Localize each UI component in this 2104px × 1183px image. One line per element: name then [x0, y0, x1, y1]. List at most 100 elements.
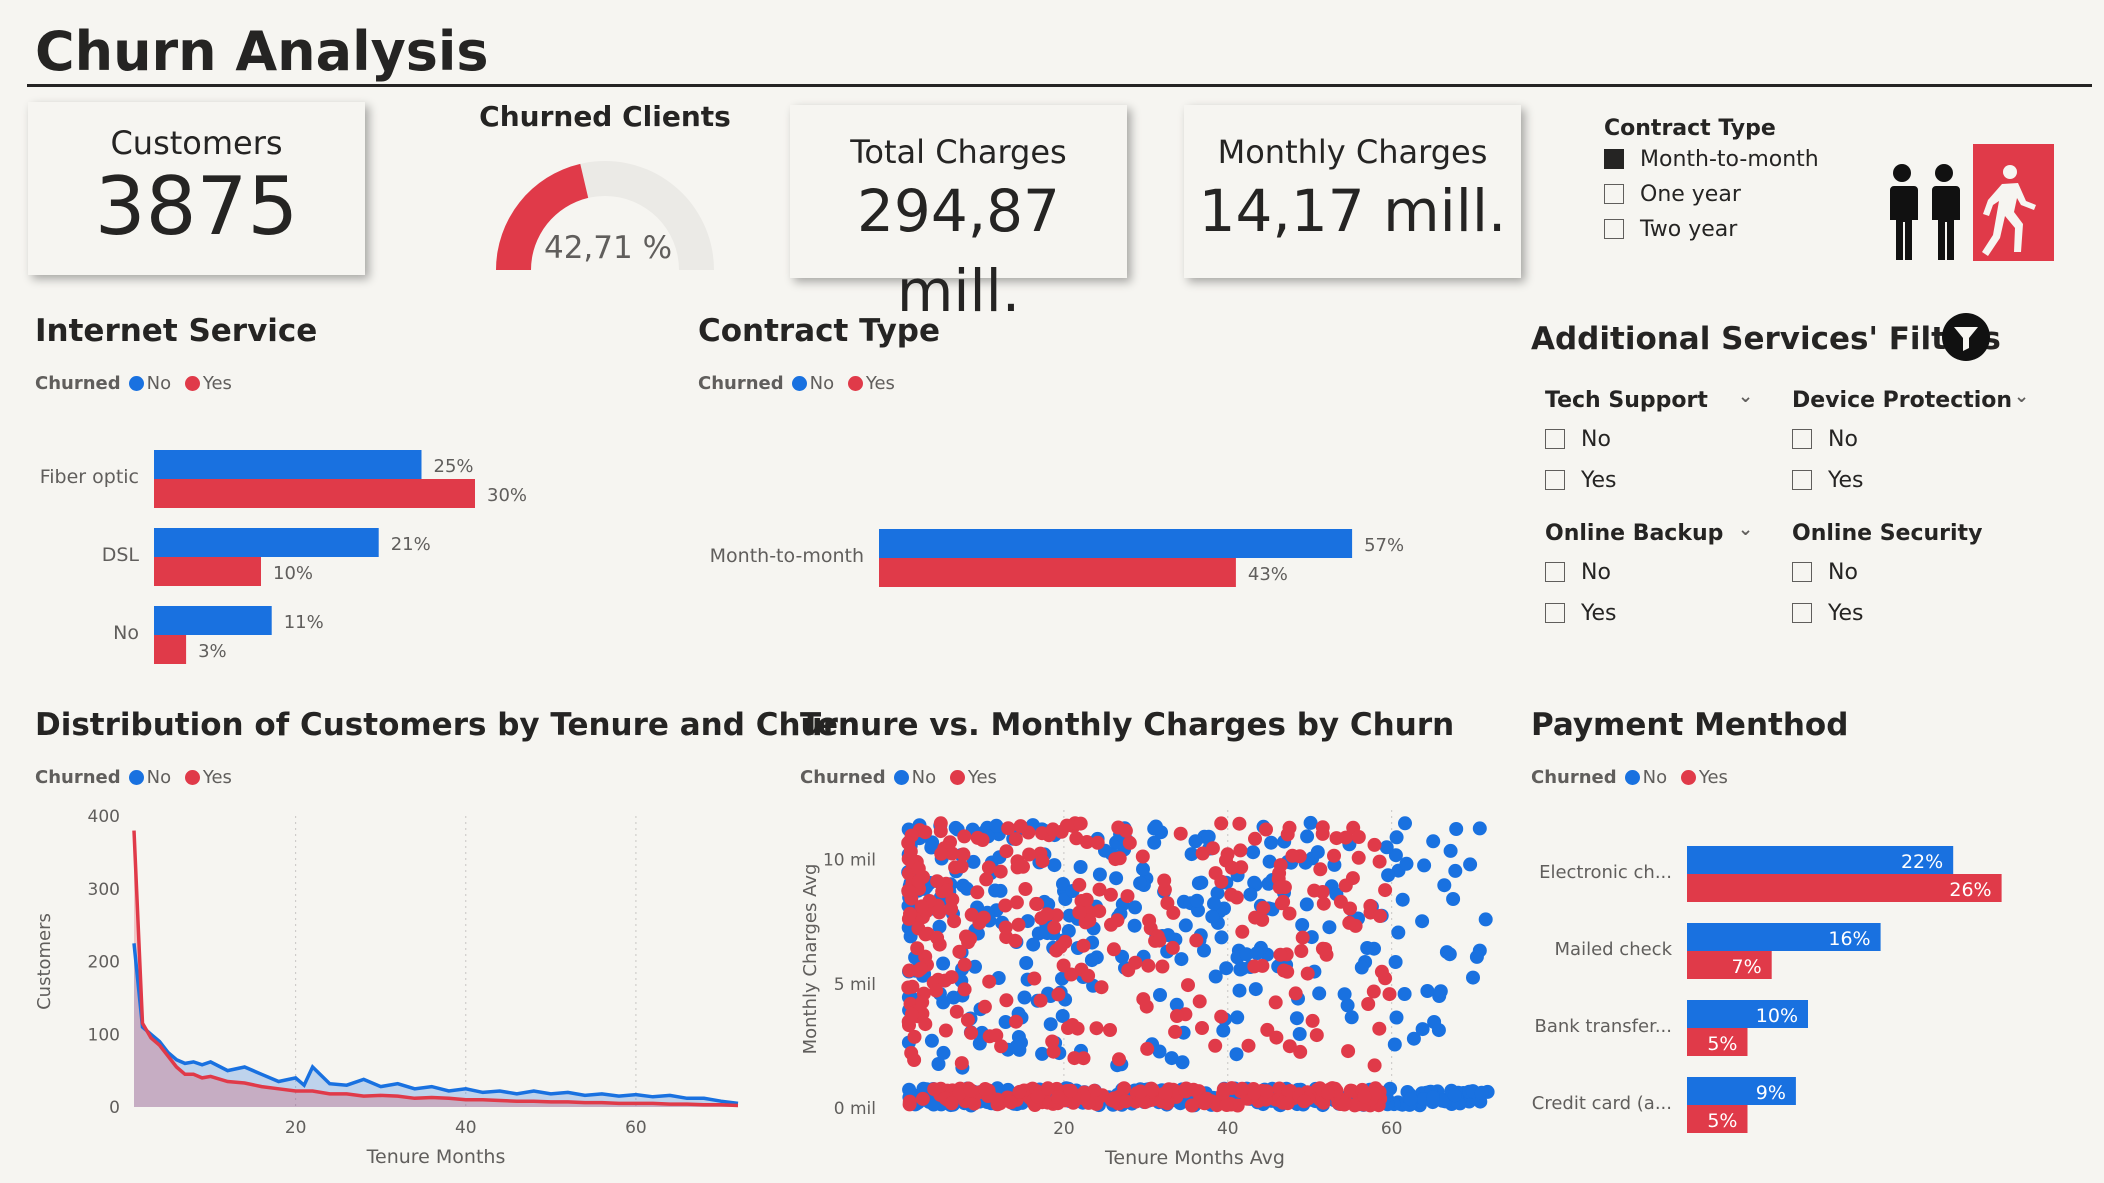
- tech-support-title[interactable]: Tech Support ⌄: [1545, 386, 1765, 413]
- device-protection-no[interactable]: No: [1792, 427, 2042, 468]
- point-yes: [1104, 917, 1118, 932]
- data-label: 10%: [273, 563, 313, 584]
- checkbox-icon[interactable]: [1545, 470, 1565, 490]
- contract-option-two-year[interactable]: Two year: [1604, 217, 1864, 252]
- point-yes: [1047, 920, 1062, 935]
- online-security-yes[interactable]: Yes: [1792, 601, 2042, 642]
- point-no: [1439, 945, 1454, 960]
- tech-support-yes[interactable]: Yes: [1545, 468, 1765, 509]
- scatter-chart[interactable]: 0 mil 5 mil 10 mil 20 40 60 Monthly Charges Av…: [790, 800, 1510, 1175]
- contract-type-chart[interactable]: Month-to-month 57% 43%: [698, 500, 1458, 600]
- contract-option-one-year[interactable]: One year: [1604, 182, 1864, 217]
- point-yes: [902, 1097, 917, 1112]
- contract-type-slicer: Contract Type Month-to-month One year Tw…: [1604, 116, 1864, 252]
- option-label: Yes: [1581, 468, 1617, 493]
- checkbox-icon[interactable]: [1545, 429, 1565, 449]
- checkbox-icon[interactable]: [1604, 149, 1624, 169]
- online-security-no[interactable]: No: [1792, 560, 2042, 601]
- point-yes: [1136, 992, 1151, 1007]
- payment-method-chart[interactable]: Electronic ch... 22% 26% Mailed check 16% 7% B…: [1531, 830, 2091, 1150]
- gauge-fill: [496, 163, 589, 270]
- point-no: [1289, 1011, 1304, 1026]
- customers-card[interactable]: Customers 3875: [28, 102, 365, 275]
- device-protection-title[interactable]: Device Protection ⌄: [1792, 386, 2042, 413]
- checkbox-icon[interactable]: [1604, 219, 1624, 239]
- point-no: [1197, 943, 1211, 958]
- checkbox-icon[interactable]: [1545, 603, 1565, 623]
- bar-yes: [1687, 874, 2002, 902]
- scatter-legend[interactable]: Churned No Yes: [800, 767, 997, 788]
- legend-no: No: [911, 767, 937, 788]
- point-yes: [1013, 819, 1028, 834]
- checkbox-icon[interactable]: [1792, 429, 1812, 449]
- checkbox-icon[interactable]: [1792, 562, 1812, 582]
- point-yes: [1112, 851, 1127, 866]
- point-yes: [1081, 968, 1096, 983]
- point-yes: [1235, 924, 1250, 939]
- online-backup-no[interactable]: No: [1545, 560, 1765, 601]
- chevron-down-icon[interactable]: ⌄: [1738, 386, 1754, 407]
- point-yes: [952, 944, 967, 959]
- point-no: [1383, 1081, 1398, 1096]
- point-no: [1169, 997, 1184, 1012]
- point-yes: [903, 844, 918, 859]
- checkbox-icon[interactable]: [1545, 562, 1565, 582]
- device-protection-yes[interactable]: Yes: [1792, 468, 2042, 509]
- checkbox-icon[interactable]: [1792, 603, 1812, 623]
- point-no: [1344, 1010, 1359, 1025]
- point-no: [1216, 1023, 1231, 1038]
- total-charges-card[interactable]: Total Charges 294,87 mill.: [790, 105, 1127, 325]
- tech-support-no[interactable]: No: [1545, 427, 1765, 468]
- checkbox-icon[interactable]: [1604, 184, 1624, 204]
- churned-clients-gauge[interactable]: Churned Clients 42,71 %: [470, 100, 740, 280]
- point-no: [1201, 829, 1216, 844]
- point-yes: [1321, 1085, 1335, 1100]
- tenure-distribution-chart[interactable]: 0 100 200 300 400 20 40 60 Customers Tenure Month…: [20, 800, 780, 1175]
- point-yes: [1259, 1084, 1274, 1099]
- point-yes: [1285, 848, 1300, 863]
- point-yes: [1018, 882, 1033, 896]
- online-backup-yes[interactable]: Yes: [1545, 601, 1765, 642]
- point-no: [1398, 816, 1412, 831]
- point-yes: [960, 1013, 975, 1027]
- option-label: Yes: [1828, 468, 1864, 493]
- point-no: [1188, 834, 1203, 849]
- internet-service-legend[interactable]: Churned No Yes: [35, 373, 232, 394]
- point-no: [1395, 892, 1410, 907]
- point-yes: [1357, 1089, 1372, 1104]
- point-yes: [1256, 900, 1271, 915]
- point-no: [902, 1082, 917, 1097]
- point-yes: [933, 824, 948, 839]
- chevron-down-icon[interactable]: ⌄: [1738, 519, 1754, 540]
- point-yes: [1106, 942, 1121, 957]
- point-yes: [994, 1039, 1009, 1054]
- option-label: Yes: [1828, 601, 1864, 626]
- filter-icon[interactable]: [1941, 312, 1991, 362]
- contract-type-legend[interactable]: Churned No Yes: [698, 373, 895, 394]
- monthly-charges-card[interactable]: Monthly Charges 14,17 mill.: [1184, 105, 1521, 278]
- legend-title: Churned: [35, 767, 121, 788]
- internet-service-chart[interactable]: Fiber optic 25% 30% DSL 21% 10% No 11% 3%: [20, 420, 680, 680]
- tenure-distribution-legend[interactable]: Churned No Yes: [35, 767, 232, 788]
- chevron-down-icon[interactable]: ⌄: [2014, 386, 2030, 407]
- x-axis-title: Tenure Months: [366, 1146, 506, 1168]
- point-yes: [1372, 1021, 1387, 1036]
- point-no: [1190, 893, 1204, 908]
- point-no: [1466, 970, 1480, 985]
- point-no: [1312, 986, 1327, 1001]
- point-yes: [947, 914, 962, 929]
- online-security-title[interactable]: Online Security: [1792, 521, 1983, 546]
- payment-method-legend[interactable]: Churned No Yes: [1531, 767, 1728, 788]
- point-no: [1469, 949, 1484, 964]
- point-yes: [1315, 820, 1330, 835]
- online-backup-title[interactable]: Online Backup ⌄: [1545, 519, 1765, 546]
- payment-method-title: Payment Menthod: [1531, 707, 1849, 743]
- checkbox-icon[interactable]: [1792, 470, 1812, 490]
- point-no: [1403, 1092, 1418, 1107]
- point-yes: [1338, 878, 1353, 893]
- contract-option-month[interactable]: Month-to-month: [1604, 147, 1864, 182]
- point-no: [1406, 1031, 1421, 1046]
- y-tick-label: 5 mil: [834, 975, 876, 995]
- point-yes: [1155, 959, 1170, 974]
- point-yes: [1297, 1094, 1312, 1109]
